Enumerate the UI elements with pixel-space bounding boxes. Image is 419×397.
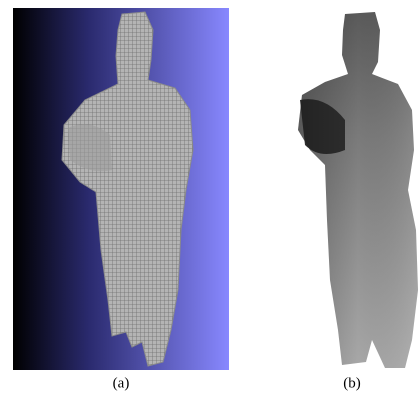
voxel-panel [13, 8, 229, 370]
caption: (b) [343, 375, 361, 391]
depth-panel [298, 12, 418, 368]
caption: (a) [113, 375, 130, 391]
depth-shading [298, 12, 418, 368]
figure: (a) (b) [0, 0, 419, 397]
